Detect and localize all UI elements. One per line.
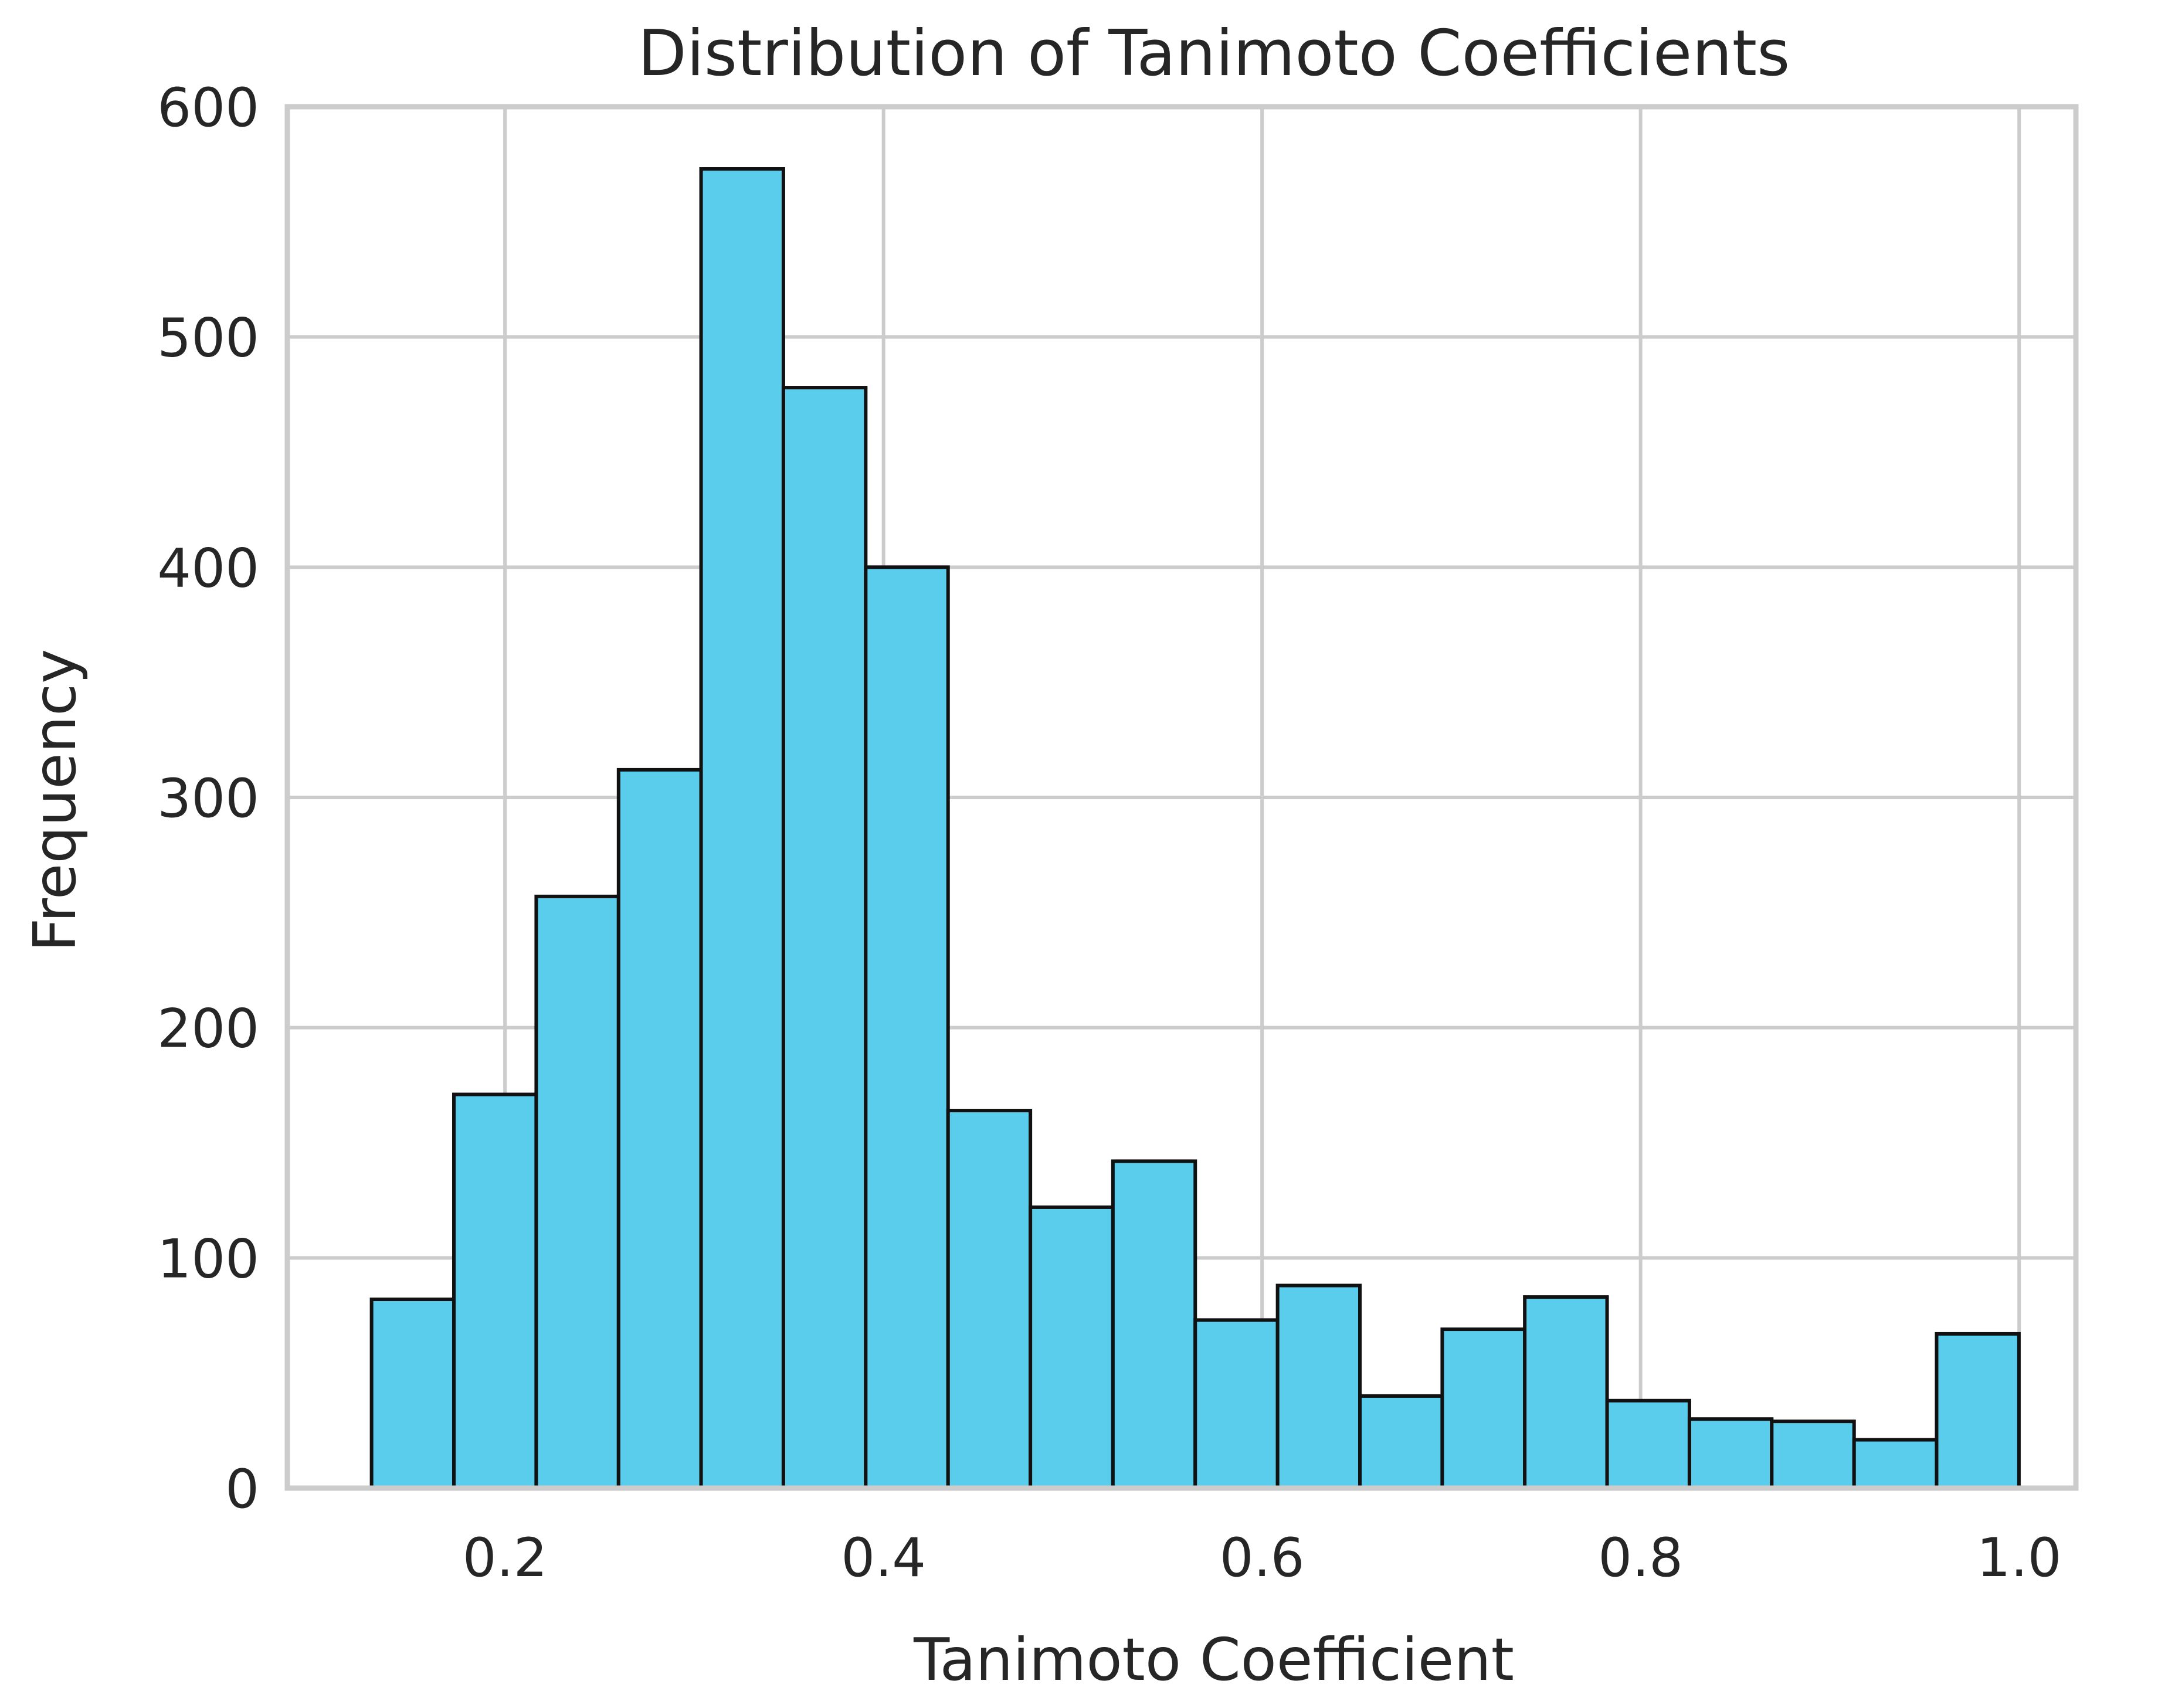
y-tick-label: 100: [157, 1228, 259, 1290]
histogram-bar-7: [864, 565, 950, 1490]
histogram-bar-5: [699, 167, 785, 1490]
histogram-bar-18: [1770, 1420, 1856, 1490]
plot-frame: [284, 104, 2079, 1491]
chart-title: Distribution of Tanimoto Coefficients: [638, 17, 1790, 90]
histogram-bar-11: [1193, 1318, 1280, 1490]
y-tick-label: 300: [157, 768, 259, 830]
histogram-bar-9: [1029, 1205, 1115, 1490]
histogram-bar-10: [1111, 1159, 1197, 1490]
y-tick-label: 500: [157, 308, 259, 369]
histogram-bar-6: [781, 386, 868, 1490]
x-tick-label: 1.0: [1977, 1527, 2062, 1589]
x-tick-label: 0.4: [841, 1527, 926, 1589]
histogram-bars: [369, 167, 2021, 1490]
x-tick-label: 0.8: [1598, 1527, 1683, 1589]
histogram-bar-8: [946, 1109, 1033, 1490]
y-tick-label: 600: [157, 77, 259, 139]
tick-labels: 0.2 0.4 0.6 0.8 1.0 0 100 200 300 400 500 600: [157, 77, 2061, 1589]
histogram-bar-17: [1687, 1417, 1774, 1490]
histogram-bar-14: [1440, 1327, 1527, 1490]
histogram-bar-3: [534, 894, 620, 1490]
histogram-bar-13: [1358, 1394, 1444, 1490]
histogram-bar-1: [369, 1298, 456, 1490]
y-tick-label: 400: [157, 538, 259, 599]
y-axis-title: Frequency: [21, 649, 89, 952]
y-tick-label: 200: [157, 999, 259, 1060]
histogram-bar-12: [1275, 1283, 1362, 1490]
x-tick-label: 0.2: [463, 1527, 548, 1589]
histogram-bar-16: [1605, 1398, 1691, 1490]
x-axis-title: Tanimoto Coefficient: [913, 1625, 1514, 1694]
histogram-bar-20: [1935, 1332, 2021, 1490]
histogram-bar-15: [1523, 1295, 1609, 1490]
histogram-bar-2: [452, 1092, 538, 1490]
x-tick-label: 0.6: [1220, 1527, 1305, 1589]
y-tick-label: 0: [225, 1459, 259, 1520]
histogram-bar-19: [1852, 1438, 1939, 1490]
histogram-bar-4: [616, 768, 703, 1490]
